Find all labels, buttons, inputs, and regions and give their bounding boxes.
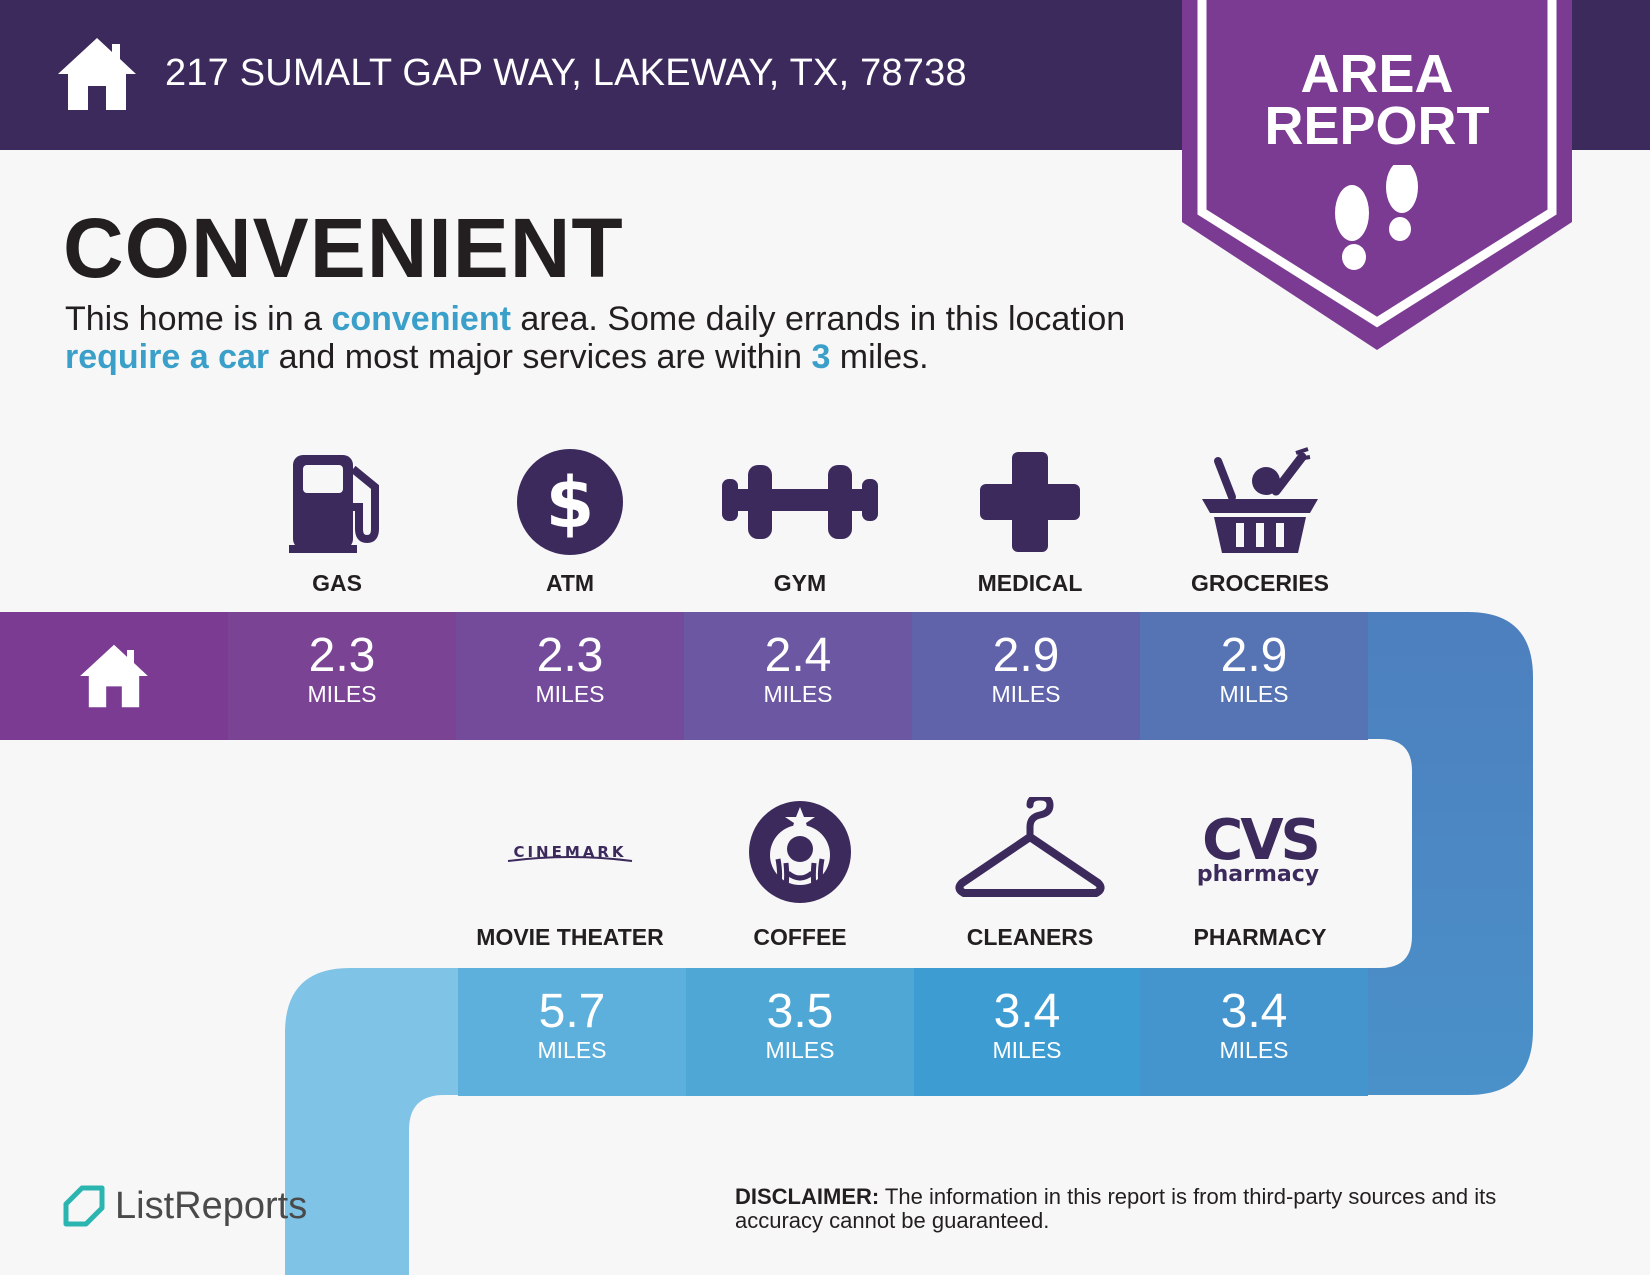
svg-text:$: $: [546, 462, 595, 544]
cinemark-logo-text: CINEMARK: [513, 843, 626, 861]
distance-unit: MILES: [765, 1037, 835, 1063]
dollar-icon: $: [490, 447, 650, 557]
amenity-label-coffee: COFFEE: [753, 924, 847, 950]
distance-unit: MILES: [535, 681, 605, 707]
hanger-icon: [950, 793, 1110, 907]
amenity-label-medical: MEDICAL: [977, 570, 1083, 596]
distance-cell-gym: 2.4 MILES: [684, 612, 912, 740]
intro-part: miles.: [830, 338, 929, 376]
house-icon: [80, 644, 148, 708]
property-address: 217 SUMALT GAP WAY, LAKEWAY, TX, 78738: [165, 52, 967, 94]
cinemark-logo: CINEMARK: [490, 797, 650, 907]
dumbbell-icon: [720, 447, 880, 557]
amenity-label-movie-theater: MOVIE THEATER: [476, 924, 664, 950]
distance-cell-atm: 2.3 MILES: [456, 612, 684, 740]
intro-highlight: convenient: [331, 300, 511, 338]
intro-part: This home is in a: [65, 300, 332, 338]
distance-unit: MILES: [763, 681, 833, 707]
intro-part: and most major services are within: [269, 338, 812, 376]
distance-value: 2.4: [764, 629, 832, 682]
distance-cell-medical: 2.9 MILES: [912, 612, 1140, 740]
distance-unit: MILES: [991, 681, 1061, 707]
badge-title: AREA REPORT: [1182, 44, 1572, 156]
amenity-label-groceries: GROCERIES: [1190, 570, 1330, 596]
cvs-logo-text: CVS: [1202, 808, 1318, 873]
amenity-label-pharmacy: PHARMACY: [1193, 924, 1327, 950]
distance-unit: MILES: [1219, 1037, 1289, 1063]
disclaimer: DISCLAIMER: The information in this repo…: [735, 1185, 1585, 1233]
distance-value: 2.3: [536, 629, 604, 682]
amenity-label-cleaners: CLEANERS: [966, 924, 1094, 950]
distance-unit: MILES: [537, 1037, 607, 1063]
house-icon: [56, 36, 138, 112]
distance-value: 3.5: [766, 985, 834, 1038]
grocery-basket-icon: [1180, 447, 1340, 557]
badge-line-1: AREA: [1300, 44, 1454, 104]
distance-value: 2.3: [308, 629, 376, 682]
cvs-logo-subtext: pharmacy: [1197, 862, 1319, 887]
medical-cross-icon: [950, 447, 1110, 557]
distance-value: 3.4: [993, 985, 1061, 1038]
intro-highlight: require a car: [65, 338, 270, 376]
amenity-label-atm: ATM: [545, 570, 595, 596]
distance-cell-groceries: 2.9 MILES: [1140, 612, 1368, 740]
distance-value: 5.7: [538, 985, 606, 1038]
listreports-logo-icon: [62, 1184, 106, 1228]
distance-value: 2.9: [1220, 629, 1288, 682]
distance-cell-coffee: 3.5 MILES: [686, 968, 914, 1096]
footprints-icon: [1330, 161, 1430, 275]
distance-cell-pharmacy: 3.4 MILES: [1140, 968, 1368, 1096]
intro-text: This home is in a convenient area. Some …: [65, 300, 1165, 376]
distance-unit: MILES: [992, 1037, 1062, 1063]
intro-part: area. Some daily errands in this locatio…: [510, 300, 1126, 338]
page-title: CONVENIENT: [63, 201, 624, 295]
distance-cell-gas: 2.3 MILES: [228, 612, 456, 740]
distance-unit: MILES: [1219, 681, 1289, 707]
distance-value: 3.4: [1220, 985, 1288, 1038]
area-report-badge: [1182, 0, 1572, 350]
home-cell: [0, 612, 228, 740]
intro-highlight: 3: [811, 338, 831, 376]
amenity-label-gym: GYM: [773, 570, 827, 596]
disclaimer-text: The information in this report is from t…: [735, 1184, 1497, 1233]
badge-line-2: REPORT: [1264, 96, 1490, 156]
distance-cell-movie-theater: 5.7 MILES: [458, 968, 686, 1096]
cvs-pharmacy-logo: CVS pharmacy: [1180, 797, 1340, 907]
gas-pump-icon: [257, 447, 417, 557]
distance-unit: MILES: [307, 681, 377, 707]
starbucks-logo: [720, 797, 880, 907]
disclaimer-label: DISCLAIMER:: [735, 1184, 880, 1209]
distance-cell-cleaners: 3.4 MILES: [914, 968, 1140, 1096]
amenity-label-gas: GAS: [312, 570, 362, 596]
brand-name: ListReports: [115, 1185, 308, 1227]
distance-value: 2.9: [992, 629, 1060, 682]
